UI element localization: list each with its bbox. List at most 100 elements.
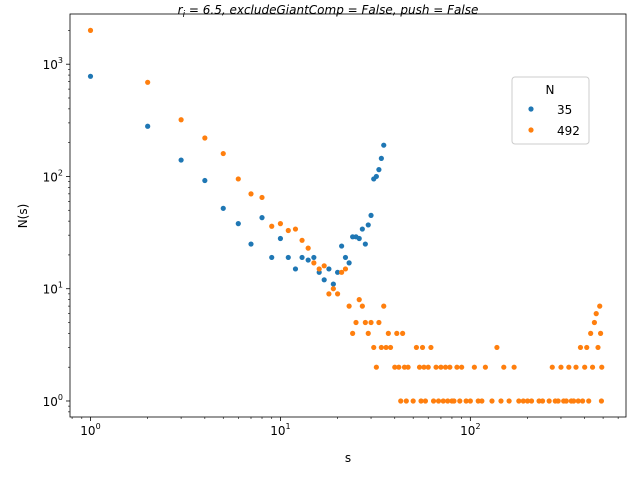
y-tick-label-3: 103: [43, 56, 63, 72]
point-series-492-97: [575, 398, 581, 404]
point-series-492-6: [248, 191, 254, 197]
legend-marker-35: [528, 106, 534, 112]
x-tick-label-1: 101: [270, 422, 290, 438]
data-points-layer: [87, 27, 605, 404]
point-series-492-93: [566, 364, 572, 370]
point-series-35-21: [342, 254, 349, 261]
point-series-492-47: [413, 344, 420, 351]
point-series-492-77: [501, 364, 507, 370]
point-series-35-1: [145, 123, 151, 129]
point-series-492-58: [438, 364, 444, 370]
y-tick-label-0: 100: [43, 393, 63, 409]
legend-label-492: 492: [557, 124, 580, 138]
point-series-492-70: [471, 364, 477, 370]
point-series-492-81: [520, 398, 526, 404]
point-series-492-56: [433, 364, 439, 370]
point-series-492-101: [584, 344, 590, 351]
point-series-35-3: [202, 177, 208, 184]
point-series-492-59: [440, 398, 446, 404]
point-series-35-2: [178, 157, 184, 163]
point-series-492-19: [334, 291, 341, 297]
point-series-492-30: [371, 344, 377, 351]
point-series-492-0: [87, 27, 94, 33]
point-series-492-5: [235, 176, 241, 182]
point-series-492-103: [588, 330, 594, 336]
point-series-492-82: [524, 398, 531, 404]
point-series-492-89: [555, 398, 561, 404]
point-series-35-25: [356, 235, 362, 242]
point-series-35-7: [259, 215, 265, 221]
point-series-492-16: [321, 263, 327, 269]
point-series-492-99: [580, 398, 586, 404]
point-series-492-43: [401, 364, 408, 370]
point-series-492-46: [410, 398, 416, 404]
point-series-492-42: [400, 330, 406, 336]
point-series-35-12: [299, 254, 305, 261]
point-series-492-44: [403, 398, 409, 404]
point-series-492-95: [571, 398, 577, 404]
point-series-492-23: [350, 330, 356, 336]
point-series-492-21: [342, 266, 349, 272]
point-series-492-20: [339, 269, 345, 275]
y-axis-label: N(s): [16, 204, 30, 229]
point-series-35-31: [373, 173, 379, 180]
point-series-35-29: [368, 212, 374, 218]
point-series-492-85: [539, 398, 546, 404]
point-series-35-26: [359, 226, 365, 232]
point-series-492-41: [398, 398, 404, 404]
point-series-492-28: [365, 330, 371, 336]
point-series-492-75: [494, 344, 500, 351]
point-series-492-87: [549, 364, 555, 370]
x-tick-label-2: 102: [460, 422, 480, 438]
point-series-492-107: [595, 344, 601, 351]
point-series-492-96: [573, 364, 579, 370]
legend: N 35 492: [511, 76, 590, 145]
point-series-492-32: [376, 319, 382, 326]
point-series-492-33: [378, 344, 384, 351]
point-series-492-61: [445, 398, 451, 404]
point-series-35-10: [285, 254, 291, 261]
point-series-492-83: [528, 398, 535, 404]
legend-frame: [511, 76, 590, 145]
point-series-35-32: [376, 167, 382, 173]
point-series-492-2: [178, 117, 184, 123]
point-series-492-104: [589, 364, 596, 370]
point-series-492-38: [392, 364, 398, 370]
point-series-492-9: [277, 221, 284, 227]
point-series-35-19: [334, 269, 341, 275]
point-series-492-26: [359, 303, 365, 309]
point-series-492-49: [418, 398, 424, 404]
point-series-35-4: [220, 205, 226, 211]
point-series-492-71: [475, 398, 481, 404]
point-series-492-40: [396, 364, 402, 370]
point-series-492-29: [368, 319, 374, 326]
point-series-492-62: [447, 364, 453, 370]
x-tick-label-0: 100: [80, 422, 100, 438]
point-series-492-8: [269, 223, 275, 229]
point-series-492-27: [362, 319, 368, 326]
point-series-35-6: [248, 241, 254, 247]
legend-label-35: 35: [557, 103, 572, 117]
point-series-492-73: [482, 364, 488, 370]
x-axis-label: s: [345, 451, 351, 465]
point-series-35-0: [87, 73, 94, 79]
point-series-35-14: [311, 254, 317, 261]
point-series-35-13: [305, 257, 311, 263]
point-series-35-16: [321, 277, 327, 283]
point-series-492-18: [330, 286, 336, 292]
point-series-492-1: [145, 79, 151, 85]
point-series-492-55: [430, 398, 437, 404]
point-series-492-102: [586, 398, 592, 404]
point-series-492-14: [311, 260, 317, 266]
point-series-492-86: [546, 398, 552, 404]
point-series-492-106: [593, 311, 599, 317]
point-series-492-50: [419, 344, 426, 351]
point-series-35-18: [330, 281, 336, 287]
point-series-492-57: [435, 398, 442, 404]
legend-marker-492: [528, 127, 534, 133]
point-series-492-80: [516, 398, 522, 404]
point-series-492-24: [353, 319, 359, 326]
point-series-35-11: [292, 266, 299, 272]
point-series-492-72: [479, 398, 485, 404]
